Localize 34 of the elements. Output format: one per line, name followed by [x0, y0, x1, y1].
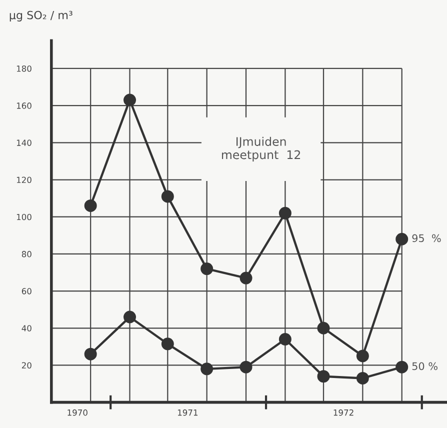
- point: [200, 262, 214, 276]
- point: [200, 362, 214, 376]
- y-tick-label: 140: [16, 140, 32, 146]
- point: [124, 94, 136, 106]
- point: [124, 310, 136, 324]
- point: [278, 333, 292, 346]
- y-tick-label: 120: [16, 176, 32, 184]
- x-tick-label: 1971: [178, 409, 198, 416]
- point: [356, 372, 369, 384]
- point: [161, 190, 174, 203]
- x-tick-label: 1970: [68, 409, 88, 416]
- series-label: 50 %: [412, 362, 438, 370]
- point: [161, 338, 174, 350]
- point: [240, 272, 252, 284]
- point: [84, 199, 97, 212]
- point: [317, 322, 330, 334]
- point: [84, 348, 97, 360]
- point: [356, 350, 369, 362]
- point: [240, 360, 252, 374]
- y-tick-label: 80: [22, 250, 32, 258]
- y-tick-label: 100: [16, 214, 32, 220]
- y-tick-label: 40: [22, 325, 32, 332]
- y-tick-label: 20: [22, 362, 32, 369]
- point: [278, 206, 292, 220]
- x-tick-label: 1972: [334, 409, 354, 416]
- point: [396, 360, 408, 374]
- y-tick-label: 180: [16, 65, 32, 72]
- point: [317, 370, 330, 383]
- y-axis-title: µg SO₂ / m³: [10, 10, 72, 22]
- y-tick-label: 60: [22, 288, 32, 294]
- annotation: IJmuiden meetpunt 12: [222, 136, 300, 162]
- point: [396, 232, 408, 246]
- y-tick-label: 160: [16, 102, 32, 109]
- series-label: 95 %: [412, 234, 441, 242]
